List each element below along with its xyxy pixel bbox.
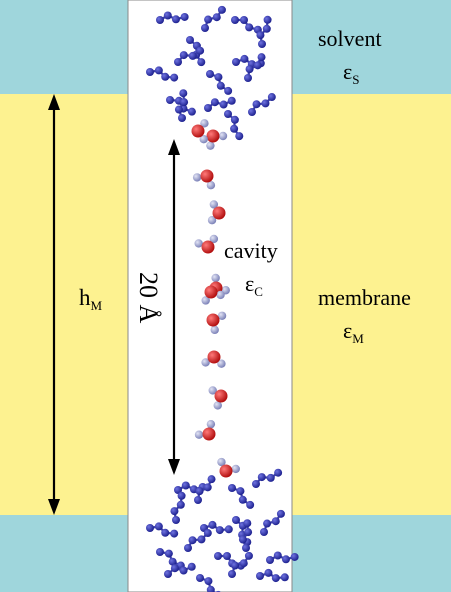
solvent-molecules-top [146, 5, 276, 141]
solvent-permittivity: εS [343, 59, 359, 87]
cavity-length-arrow [168, 139, 180, 475]
solvent-molecule-icon [146, 66, 179, 82]
solvent-molecule-icon [248, 93, 276, 116]
solvent-molecules-bottom [146, 468, 299, 592]
water-molecule-icon [201, 285, 225, 305]
solvent-molecule-icon [174, 46, 205, 66]
solvent-molecule-icon [224, 110, 244, 141]
water-molecule-icon [217, 457, 240, 478]
water-molecule-icon [201, 350, 226, 368]
solvent-molecule-icon [146, 522, 179, 538]
water-molecule-icon [206, 311, 227, 335]
water-chain [191, 119, 240, 478]
solvent-molecule-icon [231, 16, 262, 34]
solvent-molecule-icon [194, 475, 216, 504]
solvent-molecule-icon [228, 551, 253, 578]
solvent-molecule-icon [156, 11, 189, 24]
water-molecule-icon [208, 386, 228, 410]
water-molecule-icon [194, 419, 216, 441]
solvent-molecule-icon [196, 574, 221, 592]
membrane-thickness-label: hM [79, 285, 103, 313]
solvent-molecule-icon [174, 89, 189, 122]
cavity-length-label: 20 Å [134, 272, 163, 324]
cavity-channel [127, 0, 293, 592]
solvent-molecule-icon [201, 5, 226, 32]
h-subscript: M [91, 298, 103, 313]
solvent-molecule-icon [164, 562, 196, 578]
solvent-molecule-icon [244, 53, 266, 82]
solvent-label: solvent [318, 26, 382, 51]
solvent-molecule-icon [252, 468, 283, 488]
water-molecule-icon [207, 200, 226, 225]
solvent-molecule-icon [256, 15, 272, 48]
solvent-molecule-icon [204, 96, 236, 112]
membrane-thickness-arrow [48, 94, 60, 515]
cavity-permittivity: εC [245, 271, 263, 299]
water-molecule-icon [192, 169, 216, 190]
solvent-molecule-icon [238, 519, 253, 552]
solvent-eps-subscript: S [352, 72, 359, 87]
water-molecule-icon [206, 129, 228, 150]
water-molecule-icon [191, 119, 209, 144]
solvent-molecule-icon [256, 568, 289, 583]
solvent-molecule-icon [200, 520, 233, 535]
membrane-eps-symbol: ε [343, 318, 352, 343]
membrane-label: membrane [318, 285, 411, 310]
solvent-molecule-icon [184, 529, 212, 552]
solvent-molecule-icon [266, 551, 299, 564]
solvent-eps-symbol: ε [343, 59, 352, 84]
cavity-eps-subscript: C [254, 284, 263, 299]
solvent-molecule-icon [170, 491, 186, 524]
cavity-eps-symbol: ε [245, 271, 254, 296]
membrane-permittivity: εM [343, 318, 364, 346]
solvent-molecule-icon [260, 509, 285, 536]
solvent-molecule-icon [228, 484, 255, 509]
membrane-eps-subscript: M [352, 331, 364, 346]
solvent-molecule-icon [206, 70, 233, 95]
cavity-label: cavity [224, 238, 278, 263]
h-symbol: h [79, 285, 91, 310]
water-molecule-icon [194, 234, 219, 254]
